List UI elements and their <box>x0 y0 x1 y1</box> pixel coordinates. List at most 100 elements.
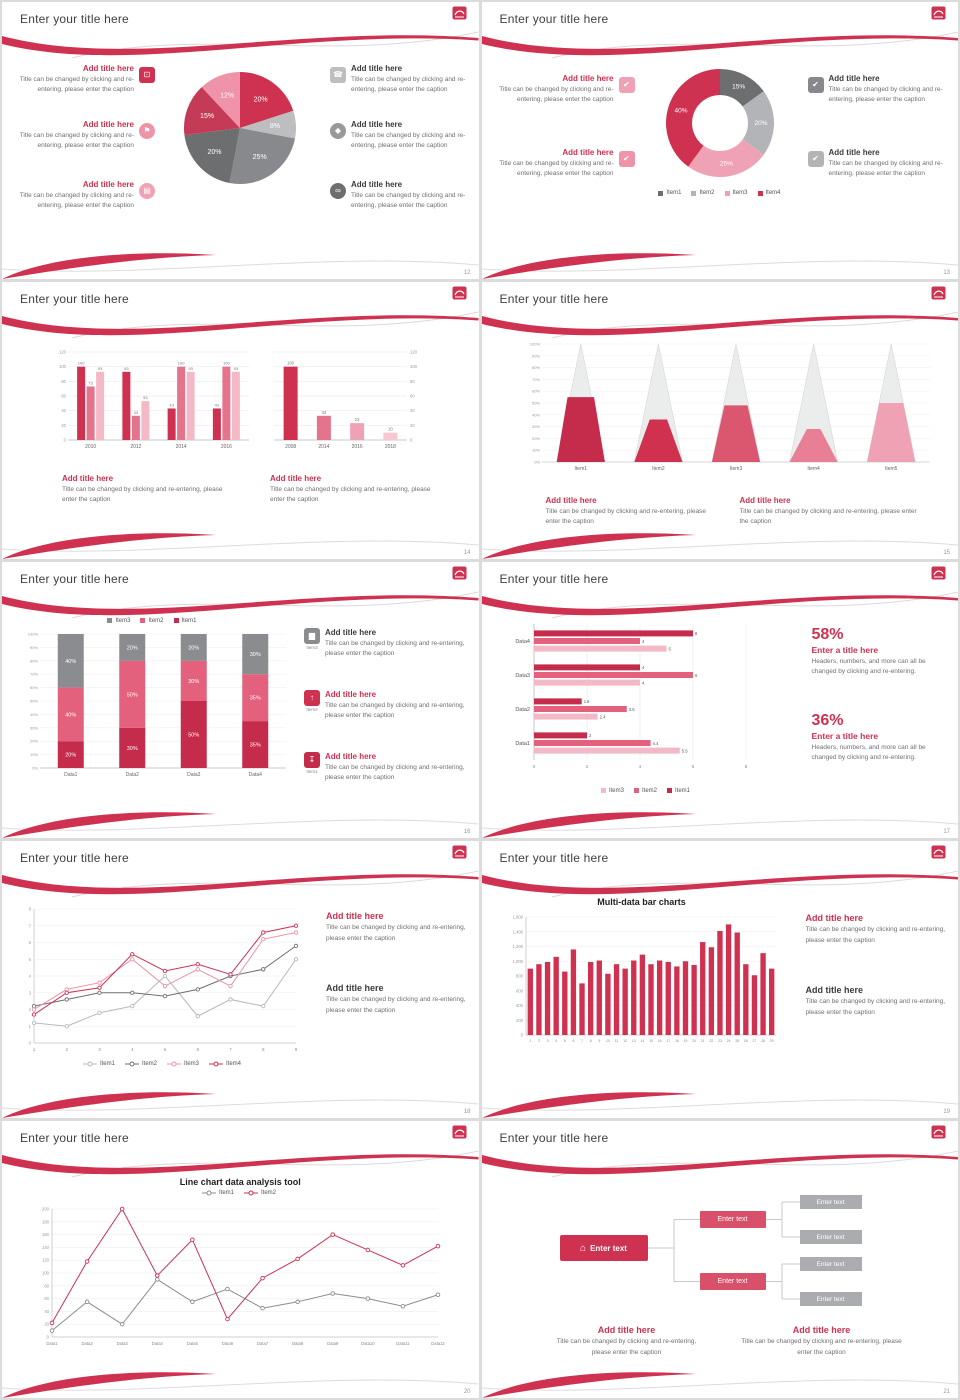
slide-thumbnail-17-horizontal-bar[interactable]: Enter your title here 0 2 4 6 8 6 4 5 Data4 4 6 4 Da… <box>481 561 958 839</box>
slide-content: ⌂ Enter text Enter text Enter text Enter tex… <box>482 1177 959 1375</box>
svg-text:8: 8 <box>29 907 32 912</box>
svg-text:5: 5 <box>164 1047 167 1052</box>
lock-icon: ◆ <box>330 123 346 139</box>
icon-label: Item2 <box>306 706 318 712</box>
slide-thumbnail-12-icon-pie[interactable]: Enter your title here 20% 8% 25% 20% 15% 12% A… <box>2 2 479 279</box>
svg-text:0: 0 <box>64 437 67 442</box>
slide-content: 0 1 2 3 4 5 6 7 8 1 2 3 4 5 6 7 8 9 Item1 Item2 Item3 Item4 Ad… <box>2 897 479 1095</box>
diagram-level3-node: Enter text <box>799 1292 862 1307</box>
school-logo-svg <box>452 286 466 300</box>
caption-block: Add title here Title can be changed by cl… <box>737 1325 907 1358</box>
school-logo-icon <box>452 845 467 861</box>
svg-text:40%: 40% <box>65 712 76 718</box>
caption-text: Title can be changed by clicking and re-… <box>270 485 431 504</box>
svg-text:15: 15 <box>649 1039 653 1043</box>
svg-text:100: 100 <box>223 360 230 365</box>
school-logo-icon <box>931 1125 946 1141</box>
svg-text:400: 400 <box>516 1003 524 1008</box>
svg-text:100: 100 <box>178 360 185 365</box>
school-logo-svg <box>931 1125 946 1139</box>
svg-text:21: 21 <box>700 1039 704 1043</box>
page-number: 20 <box>463 1388 471 1395</box>
upload-icon: ↑ Item2 <box>304 689 320 712</box>
callout-block: ✔ Add title here Title can be changed by c… <box>807 74 957 106</box>
school-logo-icon <box>452 6 467 22</box>
slide-content: 0% 10% 20% 30% 40% 50% 60% 70% 80% 90% 100% Item1 It… <box>482 338 959 536</box>
svg-text:15%: 15% <box>200 113 214 120</box>
svg-text:Data10: Data10 <box>361 1341 375 1346</box>
legend-item: Item2 <box>633 788 657 794</box>
callout-title: Add title here <box>325 627 377 637</box>
svg-text:600: 600 <box>516 989 524 994</box>
caption-title: Add title here <box>545 495 597 505</box>
svg-text:Data9: Data9 <box>327 1341 339 1346</box>
callout-caption: Title can be changed by clicking and re-… <box>828 86 943 104</box>
svg-text:2.4: 2.4 <box>599 714 605 719</box>
svg-text:Data3: Data3 <box>515 673 530 679</box>
svg-text:5: 5 <box>563 1039 565 1043</box>
slide-thumbnail-13-donut[interactable]: Enter your title here 15% 20% 25% 40% Item1 I… <box>481 2 959 279</box>
svg-text:100%: 100% <box>28 631 39 636</box>
slide-title: Enter your title here <box>20 851 129 866</box>
svg-text:5: 5 <box>668 646 671 651</box>
caption-title: Add title here <box>597 1325 656 1336</box>
slide-content: Multi-data bar charts 0 200 400 600 800 1,000 1… <box>482 897 959 1095</box>
svg-text:Data4: Data4 <box>152 1341 164 1346</box>
stat-title: Enter a title here <box>811 644 879 655</box>
stacked-bar-chart: 0% 10% 20% 30% 40% 50% 60% 70% 80% 90% 100% 20% 40% 4… <box>12 630 292 788</box>
slide-thumbnail-14-bar-charts[interactable]: Enter your title here 0 20 40 60 80 100 120 100… <box>2 281 479 559</box>
callout-block: Add title here Title can be changed by cl… <box>486 74 635 106</box>
svg-text:93: 93 <box>124 366 129 371</box>
svg-text:29: 29 <box>769 1039 773 1043</box>
svg-text:10%: 10% <box>531 447 539 452</box>
bike-icon: ∞ <box>330 183 346 199</box>
slide-thumbnail-20-line-analysis[interactable]: Enter your title here Line chart data an… <box>2 1121 479 1398</box>
checkbox-icon: ✔ <box>807 151 824 167</box>
callout-block: ∞ Add title here Title can be changed by c… <box>330 180 479 212</box>
school-logo-icon <box>452 566 467 582</box>
svg-text:1,000: 1,000 <box>512 959 523 964</box>
svg-text:80%: 80% <box>531 365 539 370</box>
svg-text:0: 0 <box>410 437 413 442</box>
svg-text:16: 16 <box>657 1039 661 1043</box>
callout-title: Add title here <box>828 74 880 83</box>
svg-text:18: 18 <box>674 1039 678 1043</box>
slide-title: Enter your title here <box>499 291 609 306</box>
svg-text:13: 13 <box>631 1039 635 1043</box>
slide-thumbnail-19-multi-bar[interactable]: Enter your title here Multi-data bar cha… <box>481 841 959 1119</box>
legend-item: Item1 <box>82 1061 115 1067</box>
slide-thumbnail-15-pyramid-chart[interactable]: Enter your title here 0% 10% 20% 30% 40% 50% 6… <box>481 281 959 559</box>
svg-text:93: 93 <box>234 366 239 371</box>
chart-title: Line chart data analysis tool <box>179 1177 301 1188</box>
svg-text:20%: 20% <box>531 436 539 441</box>
slide-thumbnail-21-org-diagram[interactable]: Enter your title here ⌂ Enter text Enter t… <box>481 1121 959 1398</box>
svg-text:20: 20 <box>410 423 415 428</box>
svg-text:Data4: Data4 <box>249 772 263 778</box>
stacked-bar-svg: 0% 10% 20% 30% 40% 50% 60% 70% 80% 90% 100% 20% 40% 4… <box>28 631 286 778</box>
svg-text:3: 3 <box>546 1039 548 1043</box>
callout-caption: Title can be changed by clicking and re-… <box>351 76 466 94</box>
legend-item: Item2 <box>124 1061 157 1067</box>
svg-text:0: 0 <box>520 1033 523 1038</box>
school-logo-svg <box>452 566 466 580</box>
svg-text:60: 60 <box>410 393 415 398</box>
svg-text:6: 6 <box>29 940 32 945</box>
svg-text:Item5: Item5 <box>884 466 897 472</box>
svg-text:10%: 10% <box>30 752 38 757</box>
monitor-icon: ⊡ <box>139 67 155 83</box>
svg-text:6: 6 <box>572 1039 574 1043</box>
svg-text:25%: 25% <box>719 160 732 167</box>
svg-text:43: 43 <box>169 402 174 407</box>
callout-caption: Title can be changed by clicking and re-… <box>828 160 943 178</box>
checkbox-icon: ✔ <box>618 77 635 93</box>
svg-text:5: 5 <box>29 957 32 962</box>
slide-thumbnail-16-stacked-bar[interactable]: Enter your title here Item3 Item2 Item1 0% 1… <box>2 561 479 839</box>
simple-bar-svg: 0 20 40 60 80 100 120 100 2008 33 2014 23 2016 10 2018 <box>274 349 418 450</box>
slide-content: 15% 20% 25% 40% Item1 Item2 Item3 Item4 Add titl… <box>482 58 959 256</box>
svg-text:200: 200 <box>42 1207 50 1212</box>
line-tool-svg: 0 20 40 60 80 100 120 140 160 180 200 Data1 Data2 Dat… <box>42 1207 445 1347</box>
svg-text:11: 11 <box>614 1039 618 1043</box>
house-icon: ⌂ <box>580 1242 587 1254</box>
